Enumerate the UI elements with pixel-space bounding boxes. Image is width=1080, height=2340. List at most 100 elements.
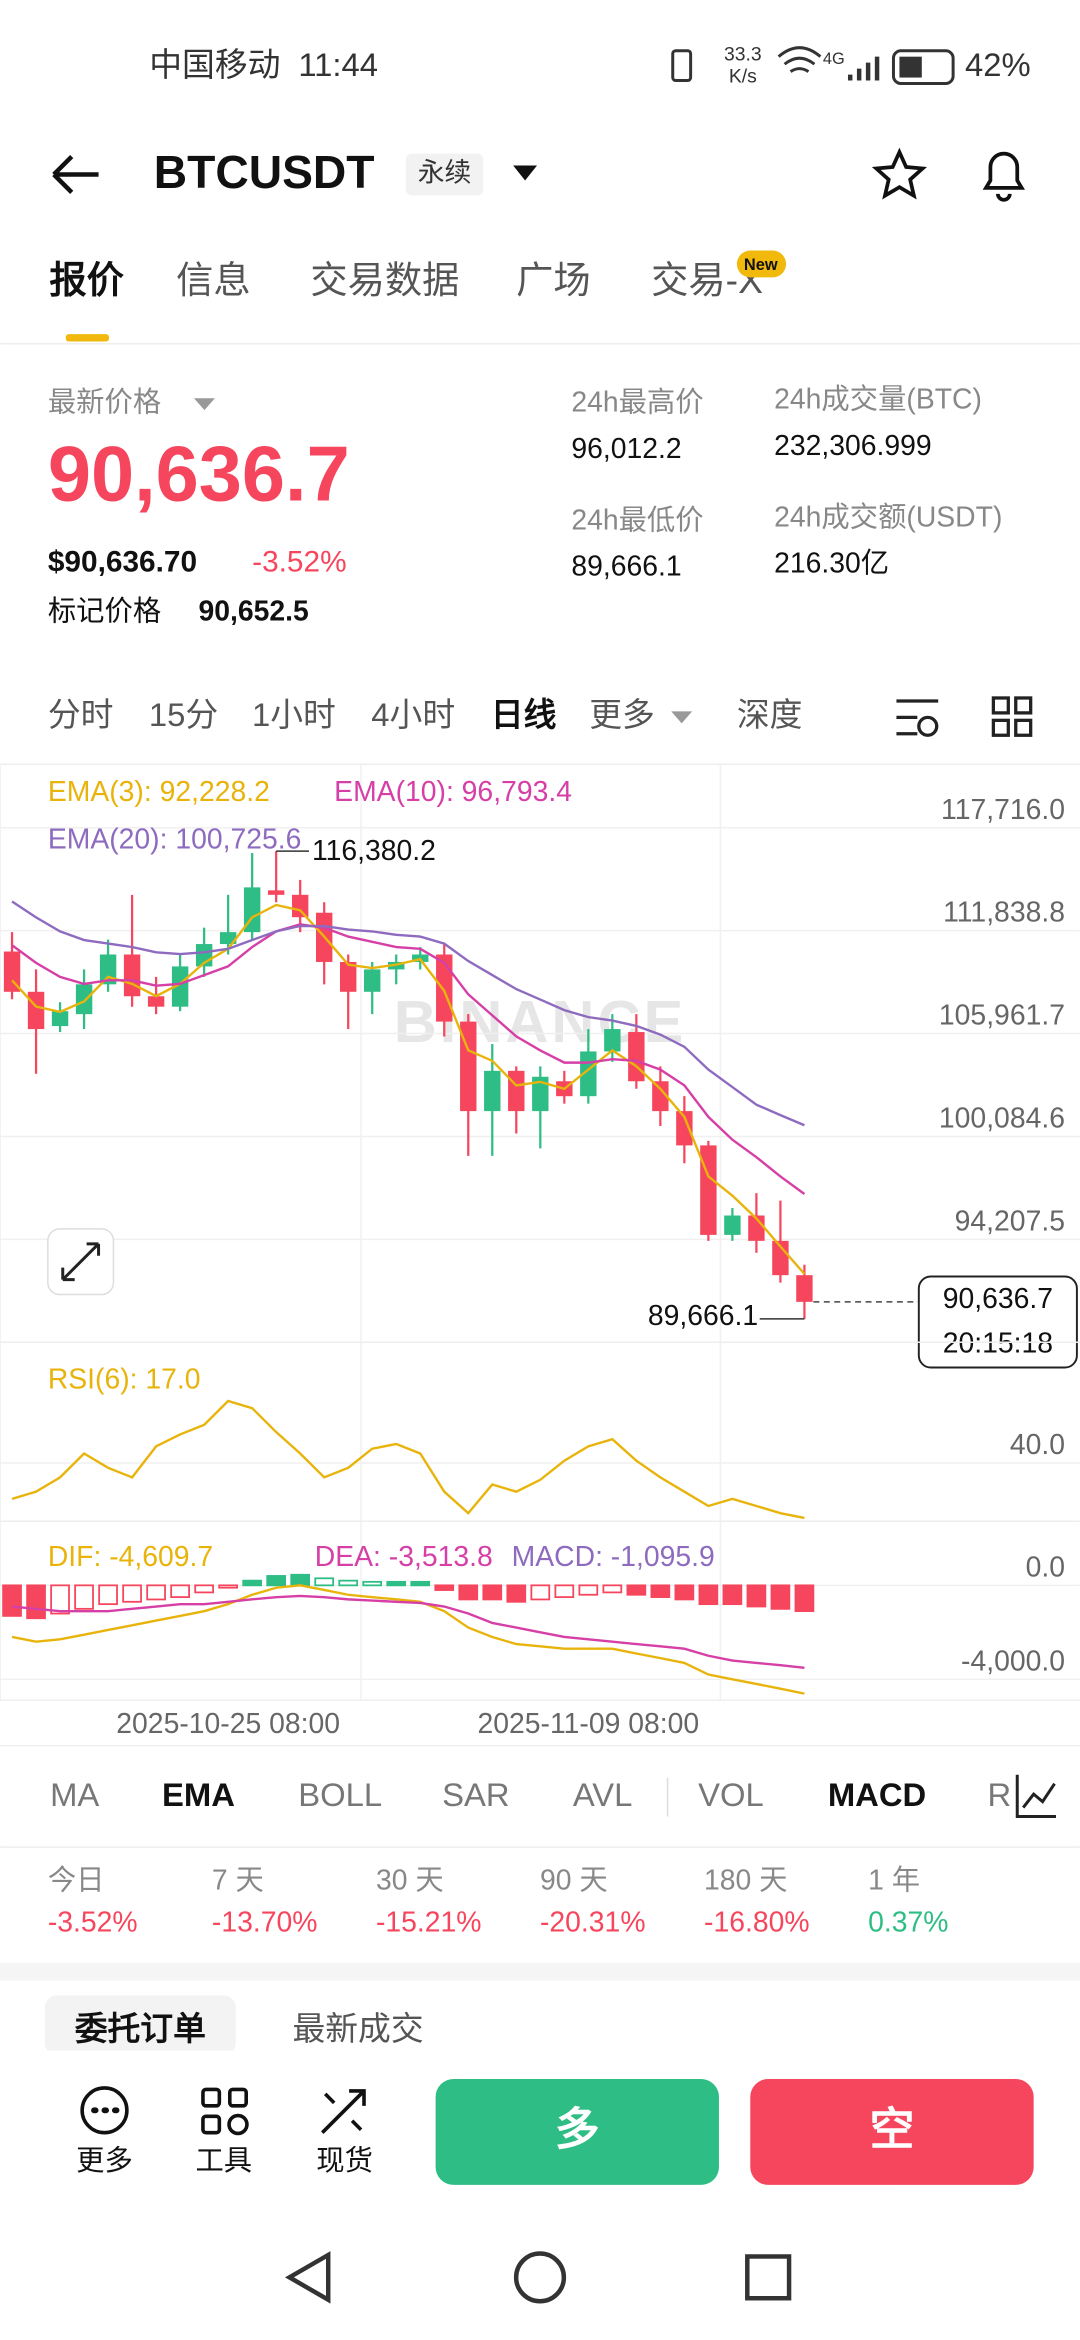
indicator-tab: BOLL <box>298 1776 382 1813</box>
period-label: 今日 <box>48 1865 105 1897</box>
symbol-dropdown[interactable] <box>513 165 538 181</box>
interval-tab: 1小时 <box>252 696 336 733</box>
ema-legend: EMA(20): 100,725.6 <box>48 824 302 856</box>
price-dropdown[interactable] <box>193 398 215 411</box>
tools-icon <box>228 2087 248 2108</box>
tab: 报价 <box>49 259 124 301</box>
macd-bar <box>410 1580 431 1587</box>
divider <box>0 1744 1080 1747</box>
x-tick-label: 2025-11-09 08:00 <box>478 1708 700 1740</box>
alert-button[interactable] <box>982 151 1026 202</box>
stat-value: 216.30亿 <box>774 548 889 580</box>
macd-bar <box>506 1584 527 1603</box>
macd-bar <box>386 1580 407 1587</box>
badge-bg <box>405 153 484 196</box>
macd-bar <box>626 1584 647 1596</box>
interval-tab: 分时 <box>48 696 114 733</box>
indicator-tab: EMA <box>162 1776 235 1813</box>
indicator-settings[interactable] <box>1015 1774 1057 1819</box>
kline-chart: BINANCE117,716.0111,838.8105,961.7100,08… <box>0 765 1080 1740</box>
short-button[interactable] <box>750 2079 1034 2185</box>
interval-tab: 日线 <box>491 696 557 733</box>
candle-body <box>267 890 285 895</box>
layout-cell <box>1014 696 1033 715</box>
candle-body <box>147 996 165 1007</box>
section-gap <box>0 1962 1080 1981</box>
nav-back[interactable] <box>284 2251 331 2304</box>
candle-body <box>724 1215 741 1235</box>
last-price-box <box>917 1275 1078 1369</box>
tools-icon[interactable] <box>201 2087 222 2108</box>
macd-bar <box>698 1584 719 1606</box>
macd-bar <box>794 1584 815 1612</box>
rsi-line <box>11 1399 805 1520</box>
contract-badge: 永续 <box>418 158 472 188</box>
macd-bar <box>146 1584 166 1601</box>
interval-tab: 深度 <box>737 696 803 733</box>
interval-tab: 4小时 <box>371 696 455 733</box>
symbol: BTCUSDT <box>154 146 375 198</box>
indicator-tab: MA <box>50 1776 99 1813</box>
usd-price: $90,636.70 <box>48 546 197 579</box>
countdown: 20:15:18 <box>943 1328 1053 1360</box>
macd-bar <box>74 1584 94 1610</box>
more-dropdown[interactable] <box>671 711 693 724</box>
spot-icon[interactable] <box>320 2089 366 2134</box>
favorite-button[interactable] <box>871 147 927 200</box>
candle-body <box>51 1011 69 1027</box>
period-change: -20.31% <box>540 1906 646 1938</box>
layout-cell <box>991 696 1010 715</box>
candle-body <box>652 1081 669 1112</box>
layout-cell <box>1014 718 1033 737</box>
macd-bar <box>98 1584 118 1606</box>
candle-body <box>508 1070 525 1112</box>
candle-body <box>3 951 21 992</box>
candle-body <box>532 1076 549 1112</box>
candle-body <box>171 966 189 1007</box>
nav-home[interactable] <box>513 2251 567 2304</box>
battery-icon <box>891 49 955 86</box>
macd-bar <box>722 1584 743 1606</box>
price-label: 最新价格 <box>48 387 161 419</box>
stat-value: 96,012.2 <box>571 433 681 465</box>
y-tick-label: 100,084.6 <box>939 1103 1065 1135</box>
x-tick-label: 2025-10-25 08:00 <box>116 1708 340 1740</box>
macd-bar <box>290 1573 311 1587</box>
expand-button[interactable] <box>47 1228 115 1296</box>
layout-button[interactable] <box>991 696 1033 737</box>
high-label: 116,380.2 <box>312 835 436 867</box>
separator <box>666 1777 669 1817</box>
macd-bar <box>434 1584 455 1591</box>
indicator-tab: VOL <box>698 1776 764 1813</box>
dif-line <box>11 1584 805 1695</box>
back-button[interactable] <box>52 155 99 194</box>
long-button[interactable] <box>435 2079 719 2185</box>
tool-icons <box>80 2086 366 2136</box>
divider <box>0 343 1080 345</box>
order-tab: 最新成交 <box>292 2010 423 2047</box>
macd-bar <box>242 1579 263 1587</box>
stat-label: 24h最高价 <box>571 387 703 419</box>
carrier: 中国移动 <box>149 46 280 83</box>
candle-body <box>364 969 381 992</box>
divider <box>0 763 1080 766</box>
macd-bar <box>650 1584 671 1598</box>
indicator-tab: MACD <box>828 1776 926 1813</box>
macd-bar <box>122 1584 142 1603</box>
macd-bar <box>458 1584 479 1601</box>
chart-settings[interactable] <box>896 699 939 737</box>
candle-body <box>484 1070 501 1112</box>
macd-bar <box>746 1584 767 1608</box>
macd-bar <box>530 1584 551 1601</box>
interval-tab: 15分 <box>149 696 218 733</box>
layout-cell <box>991 718 1010 737</box>
candle-body <box>676 1111 693 1146</box>
new-badge: New <box>744 256 778 274</box>
more-icon[interactable] <box>80 2086 129 2135</box>
y-tick-label: 111,838.8 <box>943 897 1065 929</box>
stat-value: 232,306.999 <box>774 430 932 462</box>
nav-recent[interactable] <box>745 2254 792 2301</box>
period-label: 1 年 <box>868 1865 920 1897</box>
